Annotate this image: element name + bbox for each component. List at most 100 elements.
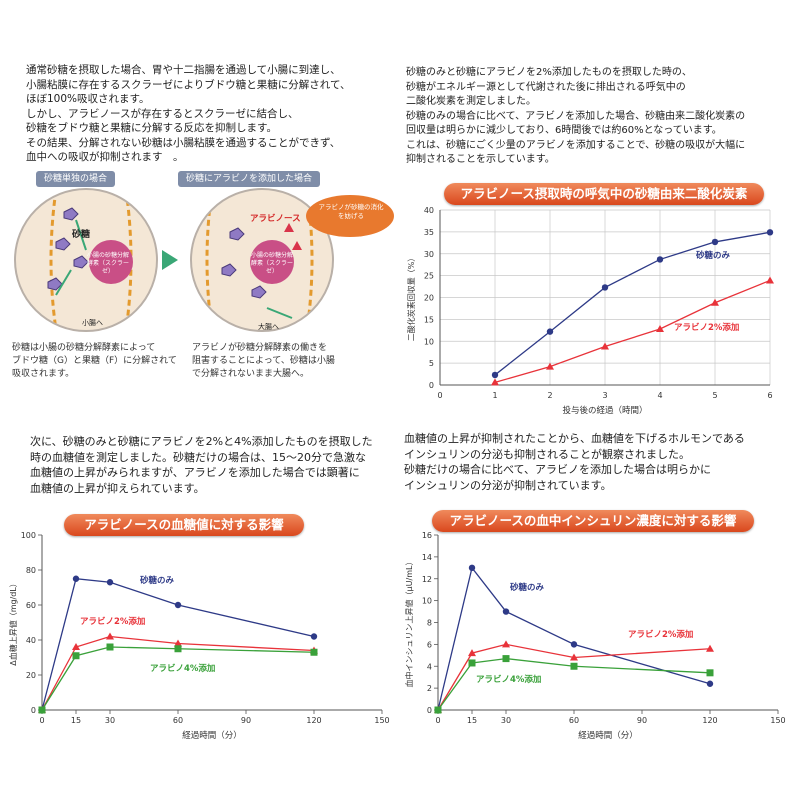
y-tick-label: 20: [424, 294, 434, 303]
x-tick-label: 60: [173, 716, 183, 725]
caption-line: 砂糖は小腸の砂糖分解酵素によって: [12, 343, 156, 353]
glucose-line: 血糖値の上昇がみられますが、アラビノを添加した場合では顕著に: [30, 466, 360, 479]
x-axis-label: 投与後の経過（時間）: [562, 405, 647, 415]
glucose-line: 次に、砂糖のみと砂糖にアラビノを2%と4%添加したものを摂取した: [30, 435, 373, 448]
breath-chart-title: アラビノース摂取時の呼気中の砂糖由来二酸化炭素: [444, 183, 764, 205]
data-point: [106, 579, 114, 586]
left-diagram-caption: 砂糖は小腸の砂糖分解酵素によって ブドウ糖（G）と果糖（F）に分解されて 吸収さ…: [12, 342, 182, 381]
callout-bubble: [306, 195, 394, 237]
intro-line: 砂糖をブドウ糖と果糖に分解する反応を抑制します。: [26, 122, 277, 134]
sugar-label: 砂糖: [72, 230, 91, 240]
data-point: [570, 641, 578, 648]
series-label: 砂糖のみ: [695, 250, 731, 261]
data-point: [174, 645, 182, 653]
data-point: [310, 648, 318, 656]
x-tick-label: 4: [657, 391, 662, 400]
left-diagram-tag: 砂糖単独の場合: [36, 171, 116, 187]
data-point: [546, 362, 554, 370]
large-intestine-label: 大腸へ: [258, 323, 279, 331]
data-point: [766, 276, 774, 284]
glucose-chart-title: アラビノースの血糖値に対する影響: [64, 514, 304, 536]
x-tick-label: 150: [770, 716, 785, 725]
breath-line: 砂糖のみの場合に比べて、アラビノを添加した場合、砂糖由来二酸化炭素の: [406, 110, 746, 122]
callout-bubble-text: アラビノが砂糖の消化を妨げる: [318, 203, 384, 220]
caption-line: ブドウ糖（G）と果糖（F）に分解されて: [12, 356, 177, 366]
x-tick-label: 60: [569, 716, 579, 725]
y-tick-label: 25: [424, 272, 434, 281]
data-point: [570, 662, 578, 670]
x-axis-label: 経過時間（分）: [182, 730, 242, 741]
intro-line: その結果、分解されない砂糖は小腸粘膜を通過することができず、: [26, 136, 341, 149]
glucose-text: 次に、砂糖のみと砂糖にアラビノを2%と4%添加したものを摂取した 時の血糖値を測…: [30, 434, 390, 496]
caption-line: アラビノが砂糖分解酵素の働きを: [192, 343, 328, 353]
y-tick-label: 6: [427, 640, 432, 649]
data-point: [106, 632, 114, 640]
y-tick-label: 10: [422, 597, 432, 606]
y-axis-label: Δ血糖上昇値（mg/dL）: [8, 579, 18, 666]
breath-line: これは、砂糖にごく少量のアラビノを添加することで、砂糖の吸収が大幅に: [406, 139, 746, 151]
right-diagram-caption: アラビノが砂糖分解酵素の働きを 阻害することによって、砂糖は小腸 で分解されない…: [192, 342, 372, 381]
y-tick-label: 5: [429, 359, 434, 368]
data-point: [468, 564, 476, 572]
series-line: [41, 646, 315, 711]
y-tick-label: 15: [424, 315, 434, 324]
data-point: [468, 649, 476, 657]
data-point: [38, 706, 46, 714]
data-point: [502, 640, 510, 648]
series-label: アラビノ4%添加: [150, 663, 215, 674]
breath-line: 回収量は明らかに減少しており、6時間後では約60%となっています。: [406, 125, 722, 136]
series-label: アラビノ4%添加: [476, 674, 541, 685]
glucose-chart: 0 20 40 60 80 100 0 15 30 60 90 120 150 経過時間（分） Δ血糖上昇値…: [8, 531, 390, 741]
y-tick-label: 100: [21, 531, 36, 540]
data-point: [601, 342, 609, 350]
y-tick-label: 16: [422, 531, 432, 540]
data-point: [502, 655, 510, 663]
data-point: [711, 298, 719, 306]
series-label: アラビノ2%添加: [80, 616, 145, 627]
x-tick-label: 30: [501, 716, 511, 725]
arrow-icon: [162, 250, 178, 270]
intro-text: 通常砂糖を摂取した場合、胃や十二指腸を通過して小腸に到達し、 小腸粘膜に存在する…: [26, 63, 396, 165]
y-axis-label: 二酸化炭素回収量（%）: [406, 254, 416, 342]
intro-line: 通常砂糖を摂取した場合、胃や十二指腸を通過して小腸に到達し、: [26, 64, 341, 76]
y-tick-label: 10: [424, 337, 434, 346]
x-tick-label: 30: [105, 716, 115, 725]
arabinose-label: アラビノース: [250, 214, 301, 224]
glucose-line: 時の血糖値を測定しました。砂糖だけの場合は、15～20分で急激な: [30, 450, 366, 464]
x-tick-label: 120: [702, 716, 717, 725]
left-intestine-illustration: [47, 190, 133, 330]
y-tick-label: 14: [422, 553, 432, 562]
x-tick-label: 0: [39, 716, 44, 725]
y-tick-label: 8: [427, 619, 432, 628]
x-tick-label: 15: [467, 716, 477, 725]
data-point: [766, 229, 774, 236]
breath-line: 砂糖のみと砂糖にアラビノを2%添加したものを摂取した時の、: [406, 67, 692, 78]
enzyme-label-right: 小腸の砂糖分解酵素（スクラーゼ）: [250, 252, 293, 275]
caption-line: で分解されないまま大腸へ。: [192, 369, 310, 379]
series-line: [494, 279, 771, 383]
x-tick-label: 6: [767, 391, 772, 400]
data-point: [174, 639, 182, 647]
x-tick-label: 15: [71, 716, 81, 725]
data-point: [601, 284, 609, 291]
x-tick-label: 2: [547, 391, 552, 400]
data-point: [468, 659, 476, 667]
breath-line: 砂糖がエネルギー源として代謝された後に排出される呼気中の: [406, 81, 686, 93]
left-intestine-circle: [14, 188, 158, 332]
y-tick-label: 0: [429, 381, 434, 390]
breath-line: 二酸化炭素を測定しました。: [406, 96, 536, 107]
small-intestine-label: 小腸へ: [82, 319, 103, 327]
y-tick-label: 80: [26, 566, 36, 575]
data-point: [106, 643, 114, 651]
intro-line: ほぼ100%吸収されます。: [26, 93, 150, 105]
data-point: [491, 378, 499, 386]
data-point: [711, 238, 719, 246]
caption-line: 吸収されます。: [12, 369, 75, 379]
x-tick-label: 90: [241, 716, 251, 725]
enzyme-label: 小腸の砂糖分解酵素（スクラーゼ）: [86, 252, 129, 275]
data-point: [174, 601, 182, 609]
y-tick-label: 12: [422, 575, 432, 584]
series-label: アラビノ2%添加: [628, 629, 693, 640]
data-point: [706, 669, 714, 677]
insulin-line: インシュリンの分泌が抑制されています。: [404, 478, 612, 492]
